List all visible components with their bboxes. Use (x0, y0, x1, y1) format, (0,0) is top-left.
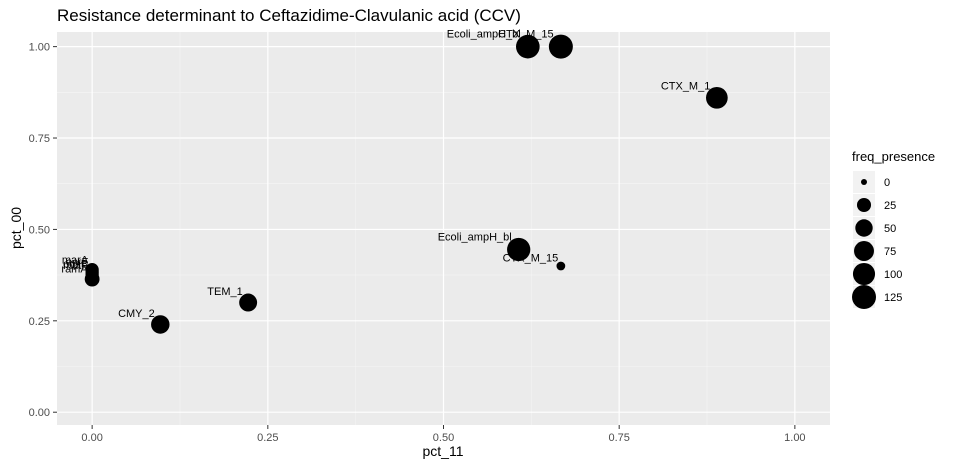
data-points (84, 34, 728, 334)
y-tick-label: 0.50 (29, 224, 50, 236)
point-label: oqxB (63, 258, 88, 270)
y-tick-label: 0.25 (29, 316, 50, 328)
point-label: acrF (66, 256, 88, 268)
point-label: Ecoli_ampH_bl (438, 232, 512, 244)
chart-title: Resistance determinant to Ceftazidime-Cl… (57, 6, 521, 25)
data-point (516, 34, 540, 59)
point-labels: Ecoli_ampH_blCTX_M_15CTX_M_1Ecoli_ampH_b… (61, 28, 710, 320)
y-axis-ticks: 0.00 0.25 0.50 0.75 1.00 (29, 42, 57, 419)
x-axis-ticks: 0.00 0.25 0.50 0.75 1.00 (81, 425, 806, 444)
legend-key (852, 262, 876, 286)
point-label: Ecoli_ampH_bl (447, 29, 521, 41)
point-label: CTX_M_15 (498, 28, 554, 40)
major-gridlines (57, 32, 830, 425)
legend-key (852, 285, 876, 309)
legend-label: 100 (884, 269, 902, 281)
x-tick-label: 0.50 (433, 432, 454, 444)
size-legend: freq_presence 0 25 50 75 100 125 (852, 149, 935, 309)
point-label: ramA (61, 264, 88, 276)
point-label: mdtF (63, 260, 88, 272)
x-tick-label: 1.00 (784, 432, 805, 444)
y-axis-title: pct_00 (8, 207, 24, 249)
point-label: TEM_1 (207, 286, 242, 298)
legend-key (855, 219, 873, 237)
data-point (507, 237, 531, 262)
x-axis-title: pct_11 (423, 443, 464, 459)
data-point (556, 261, 566, 271)
point-label: CTX_M_1 (661, 80, 711, 92)
x-tick-label: 0.25 (257, 432, 278, 444)
data-point (706, 86, 728, 109)
legend-label: 25 (884, 200, 896, 212)
legend-key (856, 197, 872, 213)
data-point (151, 315, 170, 334)
data-point (84, 271, 100, 287)
legend-key (861, 179, 867, 185)
legend-key (854, 241, 874, 261)
point-label: CTX_M_15 (503, 252, 559, 264)
data-point (239, 293, 258, 312)
legend-label: 50 (884, 223, 896, 235)
y-tick-label: 1.00 (29, 42, 50, 54)
y-tick-label: 0.00 (29, 407, 50, 419)
legend-label: 0 (884, 177, 890, 189)
point-label: marA (62, 255, 89, 267)
point-label: CMY_2 (118, 308, 155, 320)
y-tick-label: 0.75 (29, 133, 50, 145)
legend-label: 125 (884, 292, 902, 304)
data-point (548, 34, 573, 59)
x-tick-label: 0.00 (81, 432, 102, 444)
legend-label: 75 (884, 246, 896, 258)
legend-title: freq_presence (852, 149, 935, 164)
x-tick-label: 0.75 (608, 432, 629, 444)
